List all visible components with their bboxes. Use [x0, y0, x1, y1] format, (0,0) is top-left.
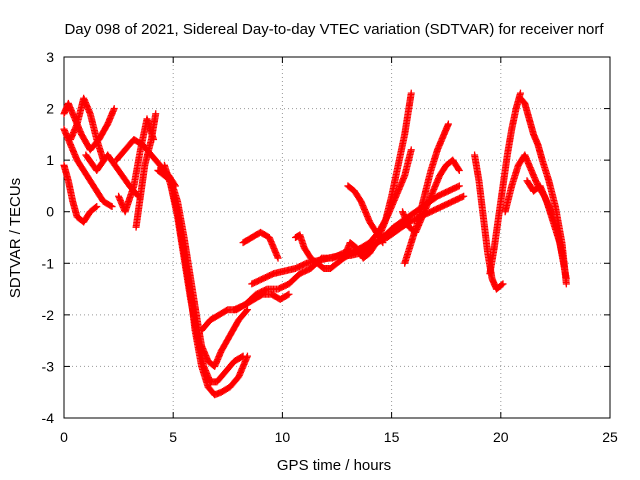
x-tick-label: 0 [60, 429, 68, 445]
y-tick-label: -4 [42, 410, 55, 426]
data-point [284, 291, 292, 299]
data-point [454, 165, 462, 173]
plot-frame [63, 56, 611, 419]
y-tick-label: 1 [46, 152, 54, 168]
data-point [455, 166, 463, 174]
y-tick-label: -1 [42, 255, 55, 271]
data-point [110, 105, 118, 113]
data-point [498, 281, 506, 289]
x-axis-label: GPS time / hours [277, 457, 391, 474]
x-tick-label: 5 [169, 429, 177, 445]
data-point [499, 280, 507, 288]
data-point [407, 89, 415, 97]
data-point [242, 307, 250, 315]
y-tick-label: 2 [46, 101, 54, 117]
series-arc-21 [401, 120, 452, 267]
chart-title: Day 098 of 2021, Sidereal Day-to-day VTE… [64, 21, 604, 38]
x-tick-label: 20 [493, 429, 509, 445]
data-point [93, 203, 101, 211]
x-axis: 0 5 10 15 20 25 [60, 57, 618, 445]
data-point [444, 120, 452, 128]
data-point [407, 146, 415, 154]
series-arc-8 [132, 110, 160, 231]
series-arc-11 [167, 182, 251, 399]
data-point [108, 203, 116, 211]
series-arc-9 [154, 166, 251, 370]
y-tick-label: -2 [42, 307, 55, 323]
data-point [243, 352, 251, 360]
series-arc-19 [344, 182, 387, 247]
data-point [379, 239, 387, 247]
data-point [371, 240, 379, 248]
y-tick-label: -3 [42, 358, 55, 374]
data-point [107, 202, 115, 210]
data-point [378, 237, 386, 245]
series-arc-18 [374, 89, 415, 241]
data-point [562, 275, 570, 283]
y-tick-label: 0 [46, 204, 54, 220]
series-arc-23 [486, 89, 524, 278]
y-axis-label: SDTVAR / TECUs [7, 178, 24, 298]
data-point [274, 254, 282, 262]
series-arc-15 [239, 228, 282, 262]
x-tick-label: 25 [602, 429, 618, 445]
series-arc-26 [523, 177, 570, 283]
series-arc-2 [60, 161, 101, 226]
series-arc-4 [67, 94, 107, 164]
series-arc-1 [60, 125, 116, 211]
data-point [92, 203, 100, 211]
data-point [372, 239, 380, 247]
y-tick-label: 3 [46, 49, 54, 65]
x-tick-label: 15 [384, 429, 400, 445]
data-point [285, 290, 293, 298]
data-points [60, 89, 570, 399]
series-arc-16 [292, 231, 380, 272]
data-point [455, 182, 463, 190]
data-point [243, 306, 251, 314]
series-arc-5 [82, 151, 142, 200]
data-point [152, 110, 160, 118]
x-tick-label: 10 [275, 429, 291, 445]
data-point [460, 192, 468, 200]
